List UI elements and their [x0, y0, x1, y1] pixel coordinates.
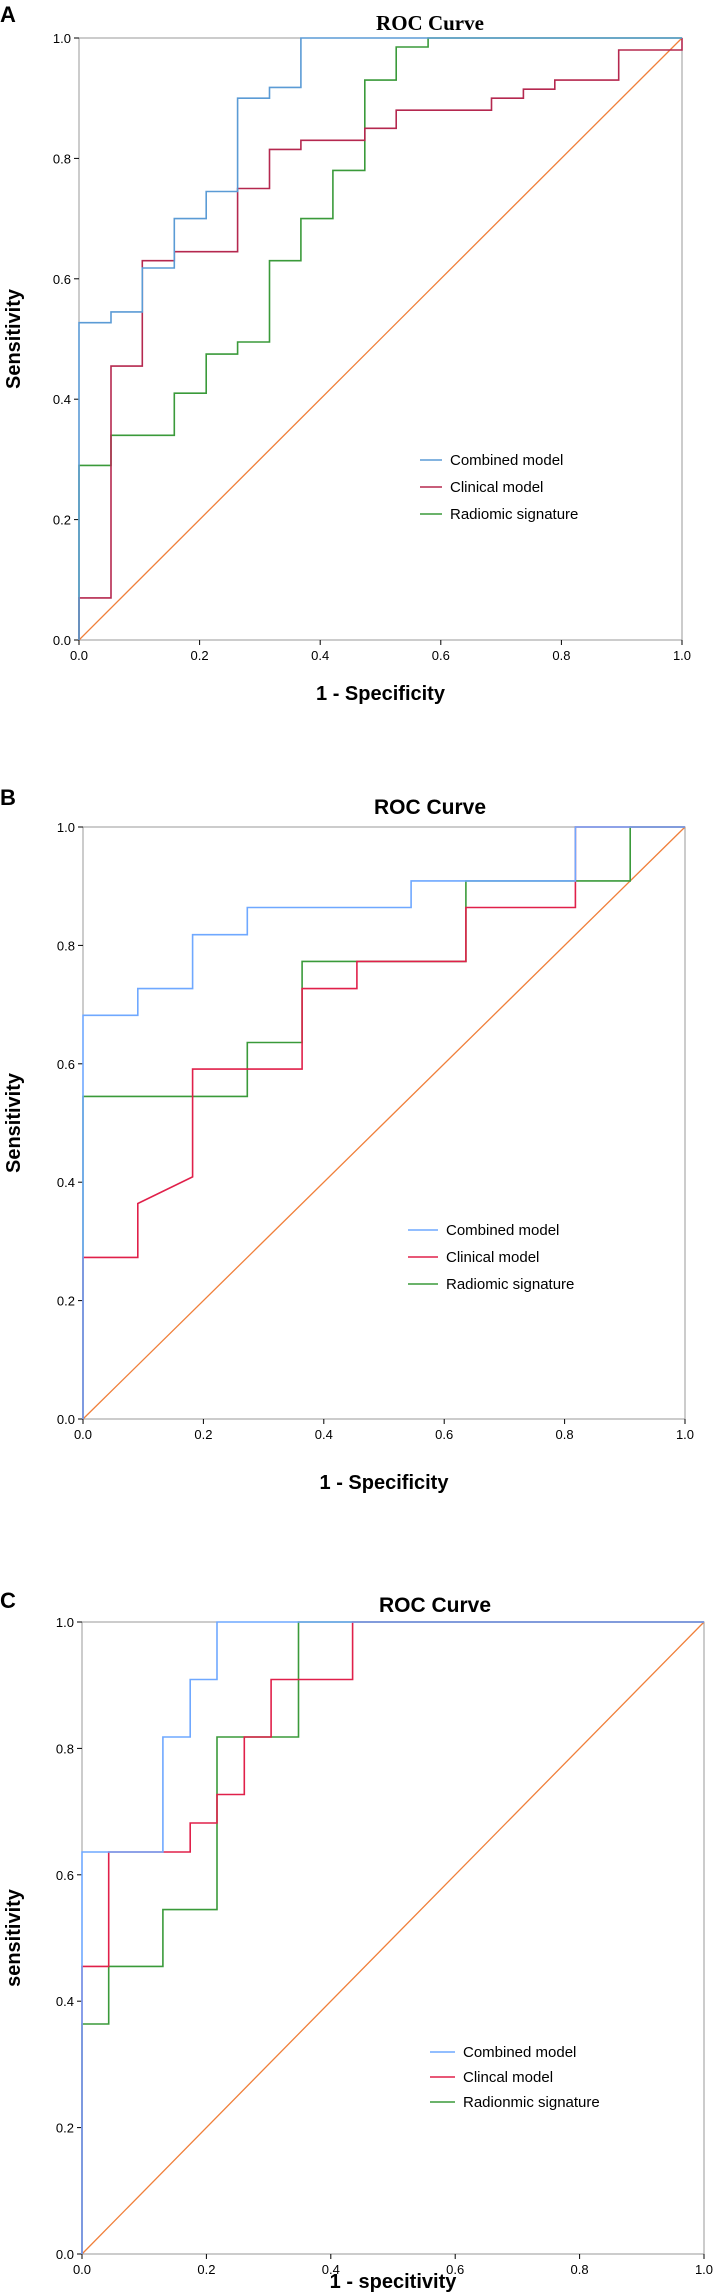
y-tick-label: 0.4	[56, 1994, 74, 2009]
legend-label: Clinical model	[446, 1249, 539, 1266]
y-tick-label: 1.0	[56, 1615, 74, 1630]
x-tick-label: 1.0	[695, 2262, 713, 2277]
y-axis-label: Sensitivity	[3, 288, 25, 389]
y-tick-label: 1.0	[57, 820, 75, 835]
chart-title: ROC Curve	[376, 11, 484, 35]
x-tick-label: 0.4	[311, 648, 329, 663]
x-tick-label: 0.6	[432, 648, 450, 663]
y-tick-label: 0.0	[53, 633, 71, 648]
x-tick-label: 0.8	[571, 2262, 589, 2277]
panel-letter: B	[0, 785, 16, 810]
x-tick-label: 0.8	[556, 1427, 574, 1442]
reference-diagonal	[81, 1621, 705, 2255]
y-tick-label: 0.8	[56, 1741, 74, 1756]
roc-panel-c: C ROC Curve 0.0 0.2 0.4 0.6 0.8 1.0 0.0 0.2 0.4 0.6…	[0, 1588, 713, 2293]
reference-diagonal	[78, 37, 683, 641]
legend-label: Clinical model	[450, 479, 543, 496]
x-tick-label: 0.0	[73, 2262, 91, 2277]
y-tick-label: 0.6	[57, 1057, 75, 1072]
legend-label: Combined model	[450, 452, 563, 469]
roc-curve-radionmic-signature	[81, 1621, 704, 2254]
x-tick-label: 1.0	[673, 648, 691, 663]
roc-panel-a: A ROC Curve 0.0 0.2 0.4 0.6 0.8 1.0 0.0 0.2 0.4 0.6…	[0, 2, 691, 705]
x-tick-label: 0.2	[194, 1427, 212, 1442]
x-tick-label: 0.4	[322, 2262, 340, 2277]
roc-curve-combined-model	[78, 37, 682, 640]
x-tick-label: 0.6	[435, 1427, 453, 1442]
y-tick-label: 0.2	[57, 1294, 75, 1309]
legend-label: Combined model	[446, 1222, 559, 1239]
legend: Combined model Clinical model Radiomic sig…	[420, 452, 578, 523]
x-axis-label: 1 - specitivity	[330, 2271, 458, 2293]
legend: Combined model Clincal model Radionmic sig…	[430, 2044, 600, 2111]
reference-diagonal	[82, 826, 686, 1420]
panel-letter: A	[0, 2, 16, 27]
panel-letter: C	[0, 1588, 16, 1613]
x-tick-label: 0.4	[315, 1427, 333, 1442]
y-tick-label: 0.4	[57, 1175, 75, 1190]
roc-curve-clinical-model	[78, 38, 683, 640]
y-axis-label: sensitivity	[3, 1888, 25, 1987]
y-axis-label: Sensitivity	[3, 1072, 25, 1173]
legend-label: Radiomic signature	[446, 1276, 574, 1293]
x-tick-label: 0.8	[552, 648, 570, 663]
y-tick-label: 0.2	[53, 513, 71, 528]
chart-title: ROC Curve	[374, 796, 486, 819]
legend-label: Combined model	[463, 2044, 576, 2061]
roc-curve-clincal-model	[81, 1621, 704, 2254]
legend: Combined model Clinical model Radiomic sig…	[408, 1222, 574, 1293]
x-tick-label: 0.0	[74, 1427, 92, 1442]
chart-title: ROC Curve	[379, 1594, 491, 1617]
legend-label: Radiomic signature	[450, 506, 578, 523]
y-tick-label: 0.2	[56, 2121, 74, 2136]
y-tick-label: 0.0	[57, 1412, 75, 1427]
x-axis-label: 1 - Specificity	[316, 683, 446, 705]
roc-curve-radiomic-signature	[78, 37, 682, 640]
y-tick-label: 1.0	[53, 31, 71, 46]
y-tick-label: 0.6	[56, 1868, 74, 1883]
roc-curve-clinical-model	[82, 826, 685, 1419]
roc-curve-combined-model	[81, 1621, 704, 2254]
y-tick-label: 0.0	[56, 2247, 74, 2262]
y-tick-label: 0.8	[57, 938, 75, 953]
roc-panel-b: B ROC Curve 0.0 0.2 0.4 0.6 0.8 1.0 0.0 0.2 0.4 0.6…	[0, 785, 694, 1494]
x-axis-label: 1 - Specificity	[320, 1472, 450, 1494]
legend-label: Radionmic signature	[463, 2094, 600, 2111]
x-tick-label: 0.0	[70, 648, 88, 663]
y-tick-label: 0.8	[53, 151, 71, 166]
x-tick-label: 0.2	[197, 2262, 215, 2277]
legend-label: Clincal model	[463, 2069, 553, 2086]
x-tick-label: 0.2	[191, 648, 209, 663]
roc-curve-combined-model	[82, 826, 685, 1419]
x-tick-label: 0.6	[446, 2262, 464, 2277]
x-tick-label: 1.0	[676, 1427, 694, 1442]
y-tick-label: 0.6	[53, 272, 71, 287]
y-tick-label: 0.4	[53, 392, 71, 407]
